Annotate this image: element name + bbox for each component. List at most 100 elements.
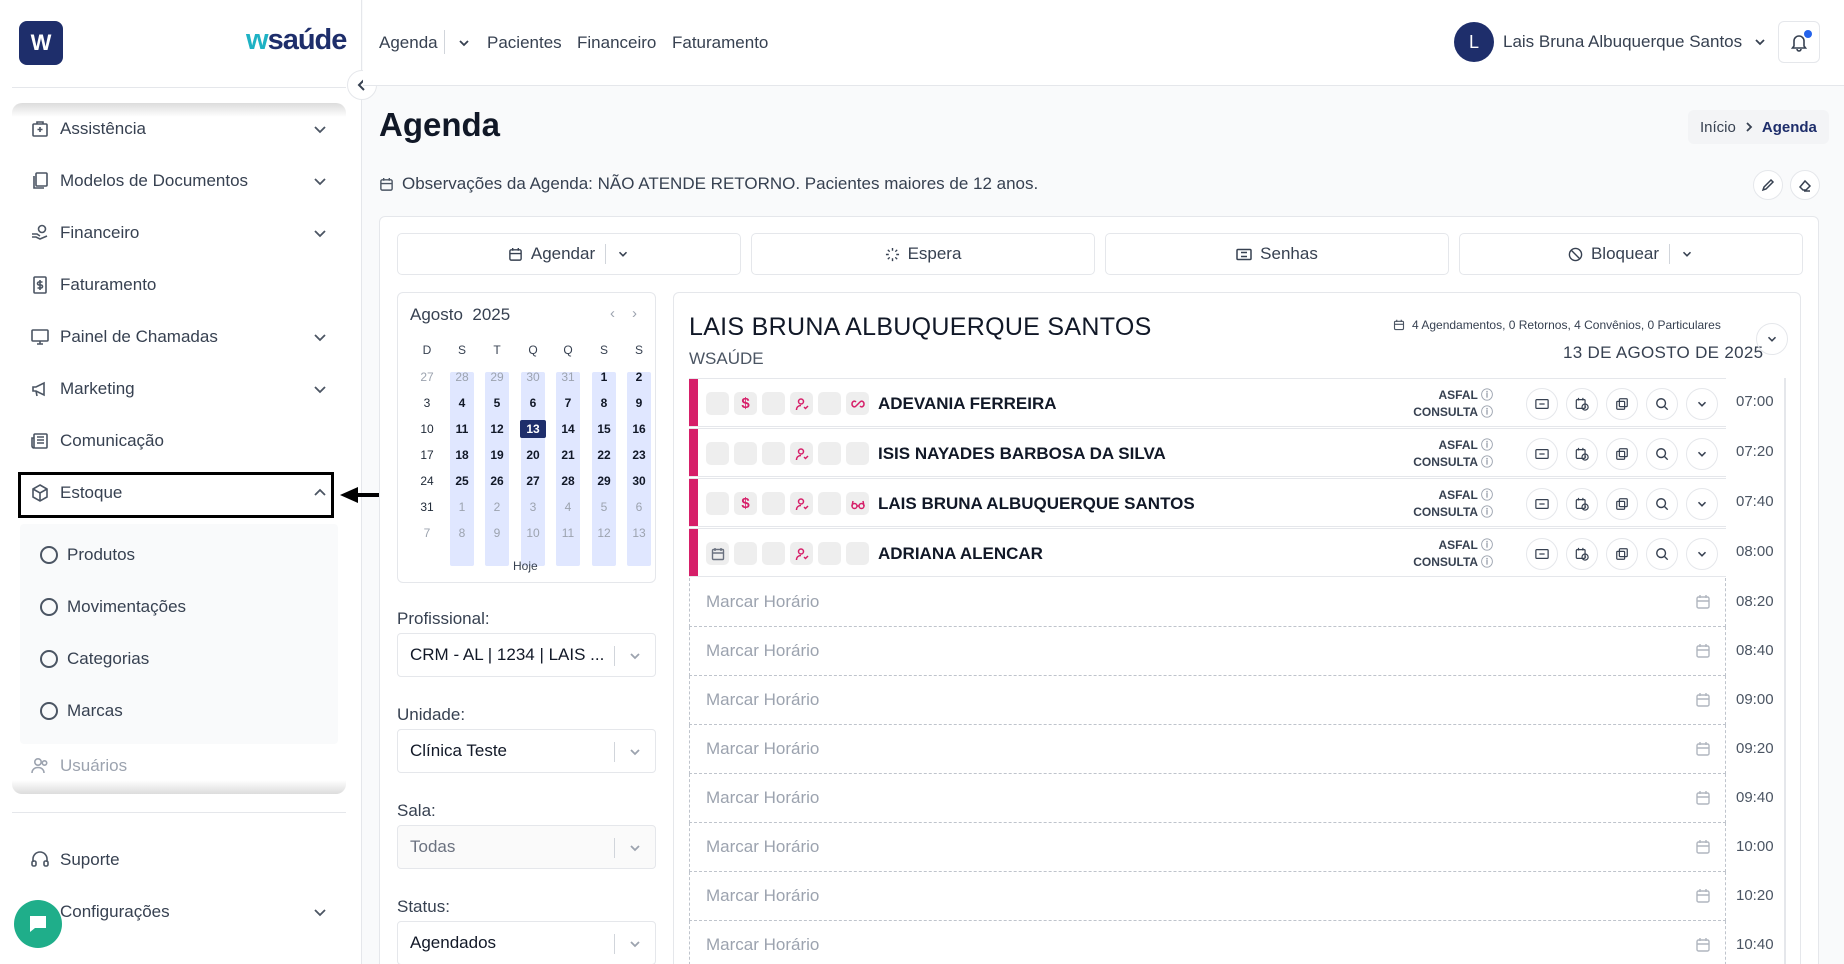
- ticket-button[interactable]: [1526, 488, 1558, 520]
- user-check-icon[interactable]: [790, 442, 813, 465]
- search-button[interactable]: [1646, 488, 1678, 520]
- calendar-day[interactable]: 7: [564, 396, 572, 410]
- empty-slot[interactable]: Marcar Horário: [689, 676, 1726, 725]
- status-placeholder[interactable]: [762, 492, 785, 515]
- calendar-day[interactable]: 14: [561, 422, 575, 436]
- appointment-row[interactable]: ADRIANA ALENCAR ASFAL ⓘ CONSULTA ⓘ: [689, 528, 1726, 577]
- submenu-item[interactable]: Movimentações: [40, 589, 186, 625]
- calendar-day[interactable]: 29: [597, 474, 611, 488]
- calendar-day[interactable]: 29: [490, 370, 504, 384]
- calendar-day[interactable]: 13: [632, 526, 646, 540]
- calendar-day[interactable]: 12: [490, 422, 504, 436]
- status-placeholder[interactable]: [762, 442, 785, 465]
- calendar-day[interactable]: 6: [529, 396, 537, 410]
- filter-select[interactable]: Agendados: [397, 921, 656, 964]
- appointment-row[interactable]: $ LAIS BRUNA ALBUQUERQUE SANTOS ASFAL ⓘ CON…: [689, 478, 1726, 527]
- calendar-day[interactable]: 5: [493, 396, 501, 410]
- sidebar-item-estoque[interactable]: Estoque: [30, 473, 330, 513]
- empty-slot[interactable]: Marcar Horário: [689, 774, 1726, 823]
- submenu-item[interactable]: Marcas: [40, 693, 123, 729]
- sidebar-item-configuracoes[interactable]: Configurações: [30, 892, 330, 932]
- calendar-day[interactable]: 11: [561, 526, 575, 540]
- status-placeholder[interactable]: [762, 542, 785, 565]
- calendar-day[interactable]: 25: [455, 474, 469, 488]
- search-button[interactable]: [1646, 538, 1678, 570]
- calendar-day[interactable]: 28: [561, 474, 575, 488]
- appointment-row[interactable]: $ ADEVANIA FERREIRA ASFAL ⓘ CONSULTA ⓘ: [689, 378, 1726, 427]
- ticket-button[interactable]: [1526, 388, 1558, 420]
- patient-name[interactable]: ISIS NAYADES BARBOSA DA SILVA: [878, 444, 1166, 463]
- reschedule-button[interactable]: [1566, 538, 1598, 570]
- calendar-day[interactable]: 31: [420, 500, 434, 514]
- expand-schedule-button[interactable]: [1756, 323, 1788, 355]
- calendar-day[interactable]: 21: [561, 448, 575, 462]
- calendar-day[interactable]: 2: [493, 500, 501, 514]
- empty-slot[interactable]: Marcar Horário: [689, 823, 1726, 872]
- more-button[interactable]: [1686, 538, 1718, 570]
- nav-faturamento[interactable]: Faturamento: [672, 33, 769, 52]
- calendar-day[interactable]: 26: [490, 474, 504, 488]
- calendar-day-selected[interactable]: 13: [520, 420, 546, 438]
- sidebar-item-comunicacao[interactable]: Comunicação: [30, 421, 330, 461]
- status-placeholder[interactable]: [818, 542, 841, 565]
- breadcrumb-home[interactable]: Início: [1700, 118, 1736, 136]
- calendar-day[interactable]: 31: [561, 370, 575, 384]
- notifications-button[interactable]: [1778, 21, 1820, 63]
- reschedule-button[interactable]: [1566, 438, 1598, 470]
- submenu-item[interactable]: Categorias: [40, 641, 149, 677]
- calendar-day[interactable]: 3: [529, 500, 537, 514]
- status-placeholder[interactable]: [706, 392, 729, 415]
- calendar-day[interactable]: 10: [526, 526, 540, 540]
- chevron-down-icon[interactable]: [456, 35, 472, 51]
- calendar-day[interactable]: 2: [635, 370, 643, 384]
- espera-button[interactable]: Espera: [751, 233, 1095, 275]
- more-button[interactable]: [1686, 438, 1718, 470]
- prev-month-button[interactable]: ‹: [610, 305, 615, 322]
- sidebar-item-marketing[interactable]: Marketing: [30, 369, 330, 409]
- empty-slot[interactable]: Marcar Horário: [689, 725, 1726, 774]
- sidebar-item-modelos[interactable]: Modelos de Documentos: [30, 161, 330, 201]
- calendar-day[interactable]: 15: [597, 422, 611, 436]
- calendar-day[interactable]: 1: [600, 370, 608, 384]
- status-placeholder[interactable]: [818, 492, 841, 515]
- bloquear-button[interactable]: Bloquear: [1459, 233, 1803, 275]
- user-check-icon[interactable]: [790, 392, 813, 415]
- calendar-day[interactable]: 17: [420, 448, 434, 462]
- patient-name[interactable]: ADRIANA ALENCAR: [878, 544, 1043, 563]
- calendar-day[interactable]: 9: [493, 526, 501, 540]
- dollar-icon[interactable]: $: [734, 492, 757, 515]
- sidebar-item-painel[interactable]: Painel de Chamadas: [30, 317, 330, 357]
- status-placeholder[interactable]: [846, 542, 869, 565]
- today-button[interactable]: Hoje: [513, 559, 538, 573]
- copy-button[interactable]: [1606, 538, 1638, 570]
- calendar-day[interactable]: 8: [458, 526, 466, 540]
- empty-slot[interactable]: Marcar Horário: [689, 872, 1726, 921]
- dollar-icon[interactable]: $: [734, 392, 757, 415]
- status-placeholder[interactable]: [818, 442, 841, 465]
- infinity-icon[interactable]: [846, 392, 869, 415]
- copy-button[interactable]: [1606, 388, 1638, 420]
- more-button[interactable]: [1686, 488, 1718, 520]
- clear-observations-button[interactable]: [1790, 170, 1820, 200]
- user-check-icon[interactable]: [790, 492, 813, 515]
- search-button[interactable]: [1646, 438, 1678, 470]
- status-placeholder[interactable]: [818, 392, 841, 415]
- empty-slot[interactable]: Marcar Horário: [689, 578, 1726, 627]
- filter-select[interactable]: Clínica Teste: [397, 729, 656, 773]
- appointment-row[interactable]: ISIS NAYADES BARBOSA DA SILVA ASFAL ⓘ CONS…: [689, 428, 1726, 477]
- submenu-item[interactable]: Produtos: [40, 537, 135, 573]
- sidebar-item-usuarios[interactable]: Usuários: [30, 746, 330, 786]
- edit-observations-button[interactable]: [1753, 170, 1783, 200]
- status-placeholder[interactable]: [706, 492, 729, 515]
- user-check-icon[interactable]: [790, 542, 813, 565]
- calendar-day[interactable]: 24: [420, 474, 434, 488]
- calendar-day[interactable]: 4: [564, 500, 572, 514]
- calendar-day[interactable]: 3: [423, 396, 431, 410]
- empty-slot[interactable]: Marcar Horário: [689, 921, 1726, 964]
- calendar-day[interactable]: 27: [526, 474, 540, 488]
- ticket-button[interactable]: [1526, 438, 1558, 470]
- calendar-day[interactable]: 30: [632, 474, 646, 488]
- calendar-day[interactable]: 19: [490, 448, 504, 462]
- calendar-day[interactable]: 4: [458, 396, 466, 410]
- more-button[interactable]: [1686, 388, 1718, 420]
